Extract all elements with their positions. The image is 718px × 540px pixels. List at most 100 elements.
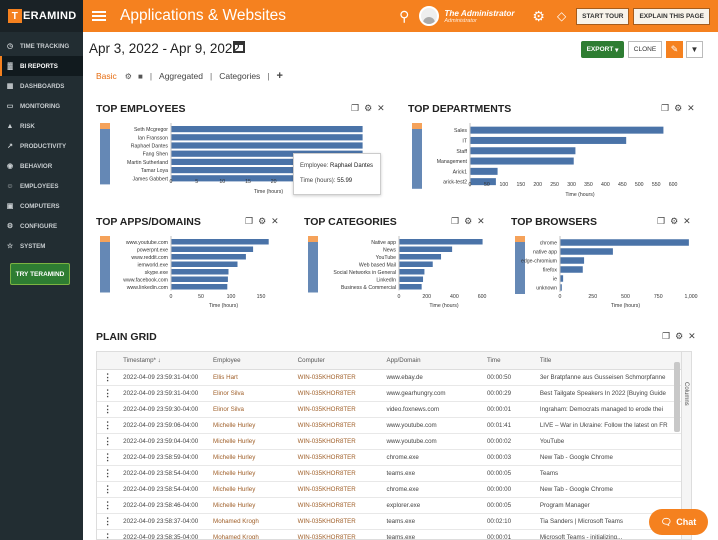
row-menu-icon[interactable]: ⋮ <box>97 369 119 386</box>
close-icon[interactable]: ✕ <box>477 216 485 226</box>
table-row[interactable]: ⋮ 2022-04-09 23:59:04-04:00 Michelle Hurle… <box>97 433 683 450</box>
try-teramind-button[interactable]: TRY TERAMIND <box>10 263 70 285</box>
table-cell[interactable]: Michelle Hurley <box>208 465 293 482</box>
row-menu-icon[interactable]: ⋮ <box>97 385 119 402</box>
row-menu-icon[interactable]: ⋮ <box>97 497 119 514</box>
copy-icon[interactable]: ❐ <box>662 331 671 341</box>
table-cell[interactable]: Ellis Hart <box>208 369 293 386</box>
table-row[interactable]: ⋮ 2022-04-09 23:59:31-04:00 Elinor Silva WI… <box>97 385 683 402</box>
clone-button[interactable]: CLONE <box>628 41 662 58</box>
explain-page-button[interactable]: EXPLAIN THIS PAGE <box>633 7 710 25</box>
edit-icon[interactable]: ✎ <box>666 41 683 58</box>
close-icon[interactable]: ✕ <box>688 331 696 341</box>
menu-icon[interactable] <box>92 11 106 21</box>
grid-header-computer[interactable]: Computer <box>292 352 382 370</box>
table-row[interactable]: ⋮ 2022-04-09 23:59:06-04:00 Michelle Hurle… <box>97 417 683 434</box>
row-menu-icon[interactable]: ⋮ <box>97 449 119 466</box>
sidebar-item-monitoring[interactable]: ▭ MONITORING <box>0 96 83 116</box>
sidebar-item-bi-reports[interactable]: ▓ BI REPORTS <box>0 56 83 76</box>
table-row[interactable]: ⋮ 2022-04-09 23:59:30-04:00 Elinor Silva WI… <box>97 401 683 418</box>
tab-basic[interactable]: Basic <box>96 71 117 81</box>
sidebar-item-employees[interactable]: ☺ EMPLOYEES <box>0 176 83 196</box>
user-info[interactable]: The Administrator Administrator <box>444 9 526 24</box>
table-cell[interactable]: WIN-035KHOR8TER <box>292 369 382 386</box>
table-cell[interactable]: WIN-035KHOR8TER <box>292 481 382 498</box>
grid-header-time[interactable]: Time <box>481 352 535 370</box>
table-cell[interactable]: Michelle Hurley <box>208 481 293 498</box>
table-row[interactable]: ⋮ 2022-04-09 23:58:37-04:00 Mohamed Krogh W… <box>97 513 683 530</box>
grid-header-title[interactable]: Title <box>534 352 683 370</box>
grid-header-app-domain[interactable]: App/Domain <box>381 352 482 370</box>
avatar[interactable] <box>419 6 440 26</box>
gear-icon[interactable]: ⚙ <box>532 7 545 24</box>
close-icon[interactable]: ✕ <box>687 103 695 113</box>
row-menu-icon[interactable]: ⋮ <box>97 401 119 418</box>
table-cell[interactable]: WIN-035KHOR8TER <box>292 513 382 530</box>
gear-icon[interactable]: ⚙ <box>364 103 373 113</box>
filter-icon[interactable]: ▼ <box>686 41 703 58</box>
export-button[interactable]: EXPORT ▾ <box>581 41 624 58</box>
sidebar-item-risk[interactable]: ▲ RISK <box>0 116 83 136</box>
table-cell[interactable]: Mohamed Krogh <box>208 529 293 539</box>
sort-icon[interactable]: ↓ <box>155 356 161 364</box>
logo[interactable]: T ERAMIND <box>0 0 83 32</box>
copy-icon[interactable]: ❐ <box>451 216 460 226</box>
table-cell[interactable]: WIN-035KHOR8TER <box>292 385 382 402</box>
table-cell[interactable]: WIN-035KHOR8TER <box>292 465 382 482</box>
calendar-icon[interactable] <box>233 41 245 53</box>
table-cell[interactable]: Michelle Hurley <box>208 449 293 466</box>
gear-icon[interactable]: ⚙ <box>675 331 684 341</box>
row-menu-icon[interactable]: ⋮ <box>97 433 119 450</box>
table-row[interactable]: ⋮ 2022-04-09 23:59:31-04:00 Ellis Hart WIN-… <box>97 369 683 386</box>
close-icon[interactable]: ✕ <box>377 103 385 113</box>
table-row[interactable]: ⋮ 2022-04-09 23:58:46-04:00 Michelle Hurle… <box>97 497 683 514</box>
table-cell[interactable]: Michelle Hurley <box>208 433 293 450</box>
search-icon[interactable]: ⚲ <box>399 7 410 24</box>
copy-icon[interactable]: ❐ <box>657 216 666 226</box>
row-menu-icon[interactable]: ⋮ <box>97 465 119 482</box>
table-cell[interactable]: Michelle Hurley <box>208 417 293 434</box>
table-row[interactable]: ⋮ 2022-04-09 23:58:54-04:00 Michelle Hurle… <box>97 465 683 482</box>
table-cell[interactable]: Elinor Silva <box>208 385 293 402</box>
close-icon[interactable]: ✕ <box>683 216 691 226</box>
row-menu-icon[interactable]: ⋮ <box>97 513 119 530</box>
gear-icon[interactable]: ⚙ <box>124 71 132 81</box>
sidebar-item-productivity[interactable]: ↗ PRODUCTIVITY <box>0 136 83 156</box>
copy-icon[interactable]: ❐ <box>661 103 670 113</box>
sidebar-item-behavior[interactable]: ◉ BEHAVIOR <box>0 156 83 176</box>
date-range[interactable]: Apr 3, 2022 - Apr 9, 2022 <box>89 41 240 56</box>
table-row[interactable]: ⋮ 2022-04-09 23:58:54-04:00 Michelle Hurle… <box>97 481 683 498</box>
alert-icon[interactable]: ◇ <box>556 9 567 23</box>
table-cell[interactable]: WIN-035KHOR8TER <box>292 433 382 450</box>
gear-icon[interactable]: ⚙ <box>674 103 683 113</box>
sidebar-item-system[interactable]: ☆ SYSTEM <box>0 236 83 256</box>
table-cell[interactable]: Michelle Hurley <box>208 497 293 514</box>
copy-icon[interactable]: ❐ <box>351 103 360 113</box>
gear-icon[interactable]: ⚙ <box>670 216 679 226</box>
table-cell[interactable]: Elinor Silva <box>208 401 293 418</box>
table-cell[interactable]: Mohamed Krogh <box>208 513 293 530</box>
grid-header-timestamp[interactable]: Timestamp* ↓ <box>118 352 209 370</box>
gear-icon[interactable]: ⚙ <box>464 216 473 226</box>
gear-icon[interactable]: ⚙ <box>258 216 267 226</box>
sidebar-item-configure[interactable]: ⚙ CONFIGURE <box>0 216 83 236</box>
table-row[interactable]: ⋮ 2022-04-09 23:58:59-04:00 Michelle Hurle… <box>97 449 683 466</box>
sidebar-item-dashboards[interactable]: ▦ DASHBOARDS <box>0 76 83 96</box>
scrollbar[interactable] <box>674 362 680 432</box>
chat-button[interactable]: 🗨 Chat <box>649 509 708 535</box>
row-menu-icon[interactable]: ⋮ <box>97 481 119 498</box>
trash-icon[interactable]: ■ <box>137 71 143 81</box>
copy-icon[interactable]: ❐ <box>245 216 254 226</box>
grid-header-employee[interactable]: Employee <box>208 352 293 370</box>
columns-panel-tab[interactable]: Columns <box>681 352 691 539</box>
table-row[interactable]: ⋮ 2022-04-09 23:58:35-04:00 Mohamed Krogh W… <box>97 529 683 539</box>
close-icon[interactable]: ✕ <box>271 216 279 226</box>
row-menu-icon[interactable]: ⋮ <box>97 529 119 539</box>
table-cell[interactable]: WIN-035KHOR8TER <box>292 529 382 539</box>
row-menu-icon[interactable]: ⋮ <box>97 417 119 434</box>
table-cell[interactable]: WIN-035KHOR8TER <box>292 449 382 466</box>
sidebar-item-time-tracking[interactable]: ◷ TIME TRACKING <box>0 36 83 56</box>
tab-aggregated[interactable]: Aggregated <box>159 71 203 81</box>
start-tour-button[interactable]: START TOUR <box>576 7 630 25</box>
table-cell[interactable]: WIN-035KHOR8TER <box>292 401 382 418</box>
